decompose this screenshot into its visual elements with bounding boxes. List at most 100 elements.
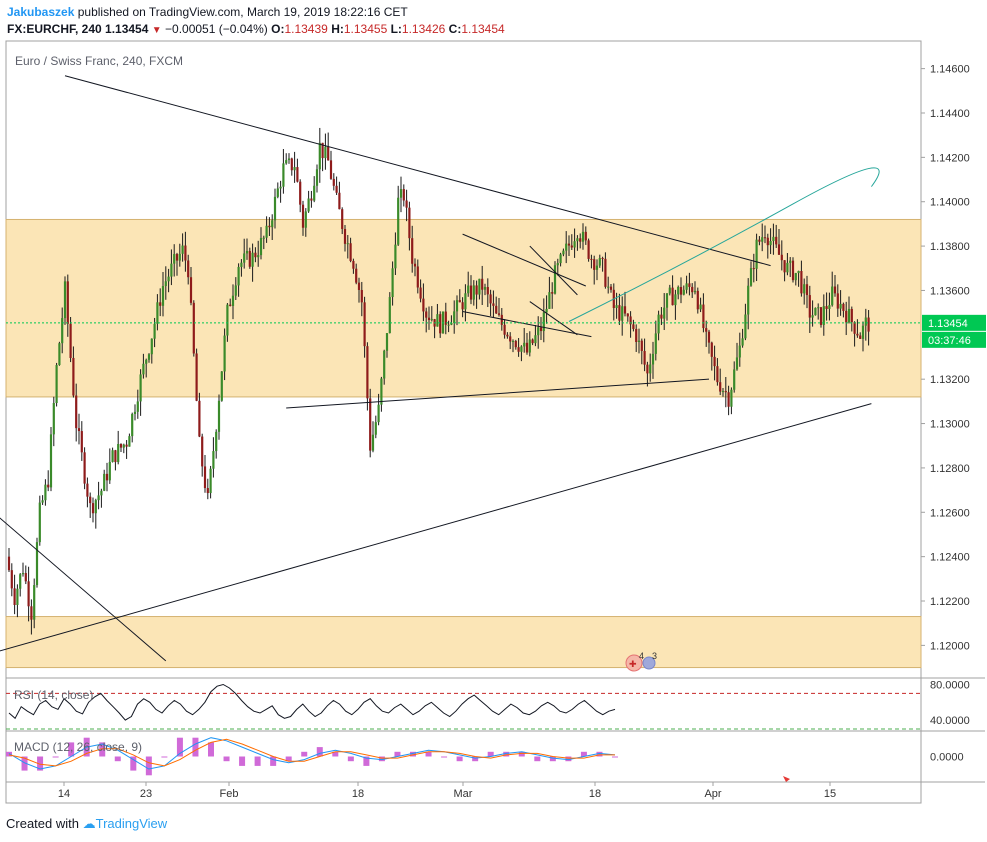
candle-body — [654, 333, 657, 354]
tradingview-brand[interactable]: TradingView — [95, 816, 168, 831]
candle-body — [150, 338, 153, 355]
candle-body — [713, 356, 716, 367]
candle-body — [268, 225, 271, 228]
candle-body — [136, 401, 139, 412]
time-tick-label: 14 — [58, 788, 70, 800]
price-tick-label: 1.14400 — [930, 108, 970, 120]
trendline-2[interactable] — [0, 403, 872, 659]
price-axis: 1.14600 1.14400 1.14200 1.14000 1.13800 1.136… — [921, 64, 986, 652]
candle-body — [63, 281, 67, 319]
candle-body — [19, 574, 22, 589]
candle-body — [509, 336, 512, 342]
candle-body — [397, 197, 400, 245]
price-tick-label: 1.12600 — [930, 507, 970, 519]
candle-body — [411, 238, 414, 264]
candle-body — [710, 342, 713, 357]
candle-body — [439, 314, 442, 334]
candle-body — [108, 461, 111, 481]
candle-body — [733, 369, 736, 390]
author-link[interactable]: Jakubaszek — [7, 5, 75, 19]
candle-body — [534, 335, 537, 344]
candle-body — [623, 306, 627, 314]
candle-body — [301, 204, 305, 228]
candle-body — [388, 297, 391, 334]
candle-body — [139, 374, 142, 402]
event-flag-icon[interactable]: ✚ 4 3 — [625, 651, 657, 672]
candle-body — [464, 293, 467, 310]
candle-body — [671, 287, 674, 306]
last-price: 1.13454 — [105, 22, 149, 36]
chart-frame — [5, 40, 922, 804]
candle-body — [299, 181, 302, 205]
candle-body — [551, 292, 554, 294]
time-tick-label: 18 — [589, 788, 601, 800]
candle-body — [696, 290, 699, 310]
trendline-1[interactable] — [286, 378, 710, 409]
time-tick-label: Apr — [704, 788, 721, 800]
candle-body — [573, 241, 576, 248]
candle-body — [789, 260, 792, 263]
candle-body — [674, 294, 677, 306]
trendline-5[interactable] — [462, 311, 592, 338]
candle-body — [226, 304, 229, 336]
candle-body — [35, 542, 39, 586]
time-tick-label: 23 — [140, 788, 152, 800]
candle-body — [167, 276, 170, 282]
candle-body — [103, 473, 106, 491]
candle-body — [817, 307, 820, 309]
macd-histogram-bar — [21, 756, 28, 771]
candle-body — [402, 189, 405, 201]
macd-histogram-bar — [176, 737, 183, 757]
candle-body — [91, 503, 95, 514]
rsi-title: RSI (14, close) — [14, 688, 93, 702]
candle-body — [75, 395, 78, 429]
trendline-6[interactable] — [529, 245, 578, 296]
candle-body — [327, 146, 330, 161]
trendline-4[interactable] — [462, 233, 586, 287]
candle-body — [483, 287, 487, 290]
time-tick-label: Mar — [454, 788, 473, 800]
candle-body — [833, 286, 837, 294]
trendline-7[interactable] — [529, 301, 578, 336]
trendline-0[interactable] — [64, 75, 771, 267]
price-tick-label: 1.14200 — [930, 152, 970, 164]
candle-body — [189, 277, 193, 303]
candle-body — [47, 484, 50, 488]
candle-body — [453, 311, 456, 323]
price-tick-label: 1.13200 — [930, 374, 970, 386]
last-price-tag — [922, 314, 986, 331]
candle-body — [553, 265, 557, 294]
candle-body — [413, 263, 417, 267]
candle-body — [313, 185, 316, 201]
tradingview-logo-icon: ☁ — [82, 816, 96, 831]
candle-body — [702, 304, 705, 329]
candle-body — [565, 243, 568, 251]
candle-body — [371, 434, 375, 451]
candle-body — [587, 240, 590, 259]
candle-body — [33, 585, 36, 620]
candle-body — [584, 231, 587, 241]
candle-body — [475, 285, 478, 295]
trendline-3[interactable] — [0, 495, 167, 662]
candle-body — [682, 289, 685, 295]
candle-body — [279, 186, 282, 189]
candle-body — [257, 255, 260, 258]
candle-body — [677, 287, 680, 295]
projection-curve[interactable] — [568, 167, 880, 322]
candle-body — [338, 192, 341, 210]
candle-body — [61, 318, 64, 344]
candle-body — [97, 495, 100, 501]
candle-body — [198, 400, 201, 437]
candle-body — [503, 324, 506, 335]
close-label: C: — [448, 22, 462, 36]
zones-layer — [5, 218, 922, 669]
candle-body — [237, 266, 240, 286]
price-tick-label: 1.12000 — [930, 640, 970, 652]
candle-body — [69, 323, 72, 358]
candle-body — [579, 238, 582, 242]
candle-body — [271, 220, 274, 228]
svg-text:3: 3 — [652, 651, 657, 661]
macd-histogram-bar — [534, 756, 541, 762]
candle-body — [621, 306, 624, 321]
